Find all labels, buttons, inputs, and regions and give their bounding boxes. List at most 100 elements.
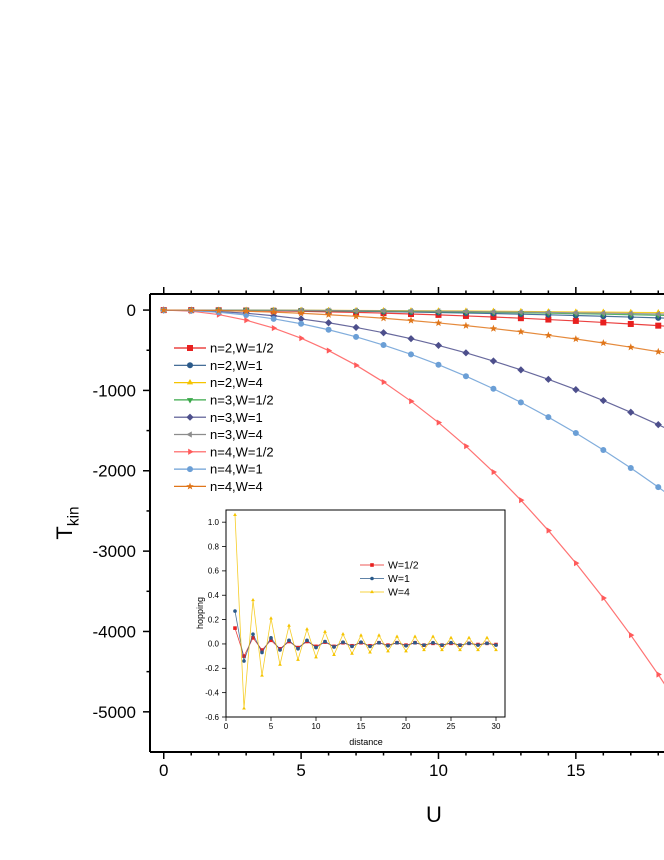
data-point xyxy=(359,633,363,637)
data-point xyxy=(440,647,444,652)
legend-label: n=3,W=1 xyxy=(210,410,263,425)
data-point xyxy=(244,317,250,324)
data-point xyxy=(297,309,305,317)
series-line xyxy=(163,309,664,685)
y-tick-label: 0.6 xyxy=(208,567,220,576)
data-point xyxy=(434,319,443,327)
data-point xyxy=(654,421,662,429)
legend-label: W=4 xyxy=(388,587,410,599)
data-point xyxy=(544,309,551,316)
data-point xyxy=(490,313,497,320)
legend-label: n=3,W=1/2 xyxy=(210,392,274,407)
data-point xyxy=(214,306,223,314)
legend-label: n=4,W=4 xyxy=(210,479,263,494)
data-point xyxy=(431,634,435,638)
legend: W=1/2W=1 W=4 xyxy=(360,560,419,599)
x-tick-label: 5 xyxy=(296,761,305,780)
data-point xyxy=(627,320,634,327)
data-point xyxy=(278,648,282,652)
data-point xyxy=(233,626,237,630)
data-point xyxy=(354,362,360,369)
data-point xyxy=(491,468,498,476)
data-point xyxy=(462,308,468,315)
data-point xyxy=(462,373,469,380)
data-point xyxy=(599,396,607,405)
data-point xyxy=(271,324,278,332)
legend-marker xyxy=(186,413,194,421)
data-point xyxy=(600,319,607,326)
y-axis-label-main: T xyxy=(52,526,77,539)
data-point xyxy=(449,640,453,645)
data-point xyxy=(572,386,580,394)
data-point xyxy=(462,321,470,329)
y-tick-label: 1.0 xyxy=(208,518,220,527)
legend-marker xyxy=(186,482,194,490)
inset-plot: 0 5 10 15 20 25 30 1.0 0.8 0.6 0.4 0.2 0.0 -0.2 -0.4 -0… xyxy=(195,509,506,747)
data-point xyxy=(251,597,255,602)
data-point xyxy=(326,347,333,354)
data-point xyxy=(260,650,264,655)
y-axis-label-sub: kin xyxy=(66,506,83,526)
data-point xyxy=(435,361,442,368)
data-point xyxy=(572,317,579,324)
data-point xyxy=(476,647,480,652)
x-tick-label: 15 xyxy=(566,761,585,780)
data-point xyxy=(407,335,415,343)
data-point xyxy=(332,645,336,649)
data-point xyxy=(379,307,386,314)
data-point xyxy=(395,634,399,638)
y-tick-label: -0.4 xyxy=(205,688,219,697)
legend-label: n=3,W=4 xyxy=(210,427,263,442)
data-point xyxy=(341,640,345,644)
x-axis-label: U xyxy=(426,802,442,827)
data-point xyxy=(467,635,471,639)
x-tick-label: 25 xyxy=(447,722,456,731)
y-tick-label: -4000 xyxy=(93,622,136,641)
data-point xyxy=(278,662,282,666)
data-point xyxy=(654,347,662,355)
data-point xyxy=(545,316,552,323)
data-point xyxy=(422,643,426,647)
data-point xyxy=(434,341,443,350)
x-tick-label: 0 xyxy=(224,722,229,731)
legend-label: W=1/2 xyxy=(388,560,419,572)
series-line xyxy=(163,309,664,493)
data-point xyxy=(352,312,360,320)
data-point xyxy=(233,512,237,516)
series-line xyxy=(234,514,497,709)
y-axis-label: hopping xyxy=(195,597,205,629)
data-point xyxy=(517,399,524,406)
series-group xyxy=(233,512,498,710)
x-tick-label: 20 xyxy=(402,722,411,731)
data-point xyxy=(489,324,498,332)
data-point xyxy=(431,640,435,645)
data-point xyxy=(458,643,462,647)
legend: n=2,W=1/2 n=2,W=1 n=2,W=4 n=3,W=1/2 n=3,W=1 n… xyxy=(174,341,274,494)
data-point xyxy=(413,634,417,638)
legend-marker xyxy=(187,466,193,473)
y-tick-label: 0.8 xyxy=(208,542,220,551)
legend-label: n=4,W=1/2 xyxy=(210,444,274,459)
data-point xyxy=(404,643,408,648)
data-point xyxy=(544,375,552,383)
legend-label: n=2,W=4 xyxy=(210,375,263,390)
y-tick-label: -1000 xyxy=(93,381,136,400)
data-point xyxy=(600,446,607,453)
data-point xyxy=(269,308,278,316)
data-point xyxy=(494,647,498,652)
data-point xyxy=(325,326,332,333)
data-point xyxy=(187,306,195,314)
data-point xyxy=(434,308,441,315)
data-point xyxy=(489,357,498,365)
data-point xyxy=(305,627,309,631)
data-point xyxy=(324,310,333,318)
data-point xyxy=(379,314,388,322)
x-tick-label: 30 xyxy=(492,722,501,731)
data-point xyxy=(574,560,580,567)
data-point xyxy=(494,643,498,647)
data-point xyxy=(485,635,489,639)
data-point xyxy=(260,648,264,652)
data-point xyxy=(409,398,415,405)
data-point xyxy=(287,638,291,643)
